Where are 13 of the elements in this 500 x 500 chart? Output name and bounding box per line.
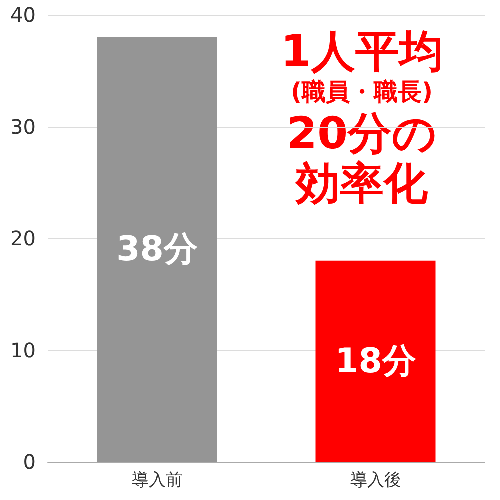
x-tick-label: 導入前 (132, 470, 183, 490)
y-tick-label: 0 (23, 450, 36, 474)
annotation: (職員・職長) (291, 78, 433, 106)
data-label: 18分 (335, 341, 416, 382)
y-tick-label: 40 (10, 3, 36, 27)
y-tick-label: 20 (10, 226, 36, 250)
y-tick-label: 10 (10, 338, 36, 362)
annotation: 効率化 (295, 158, 429, 210)
x-tick-label: 導入後 (350, 470, 402, 490)
data-label: 38分 (116, 230, 198, 270)
annotation: 1人平均 (280, 26, 444, 78)
y-tick-label: 30 (10, 114, 36, 139)
annotation: 20分の (286, 108, 438, 160)
